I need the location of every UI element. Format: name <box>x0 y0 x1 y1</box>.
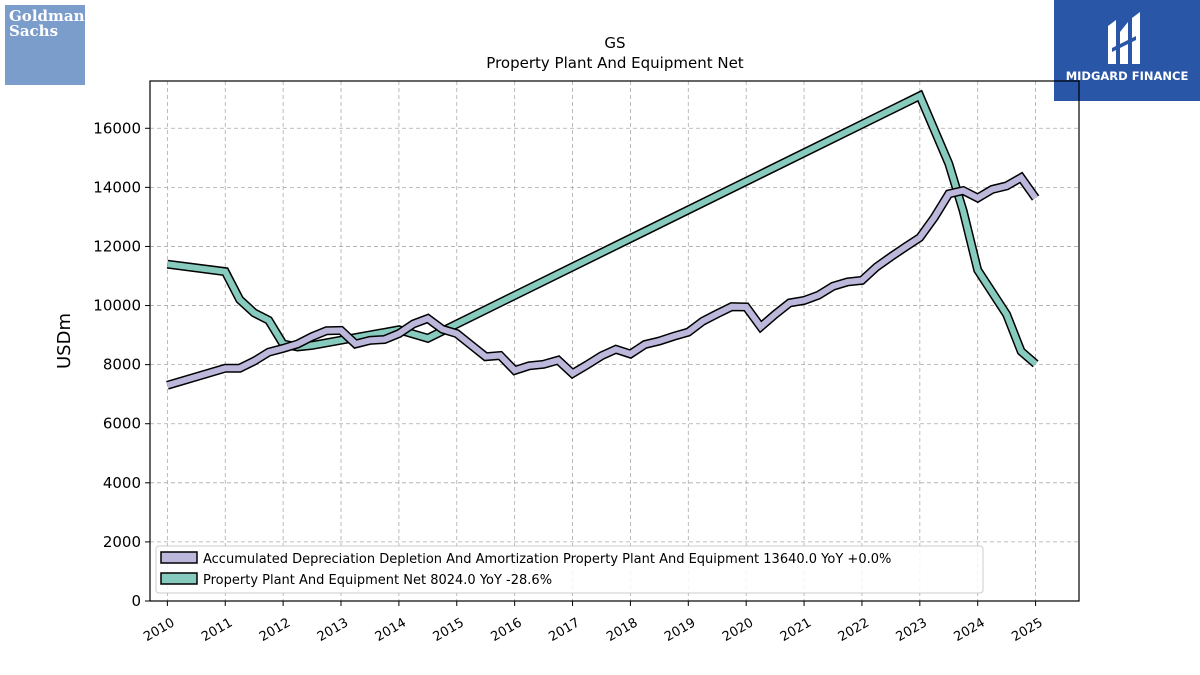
x-tick-label: 2011 <box>199 615 235 645</box>
y-tick-label: 16000 <box>93 119 141 137</box>
x-tick-label: 2019 <box>662 615 698 645</box>
legend-swatch-series-1 <box>160 572 198 585</box>
chart-title: GS <box>604 34 625 52</box>
x-tick-label: 2013 <box>315 615 351 645</box>
x-tick-label: 2021 <box>778 615 814 645</box>
legend-label-series-1: Property Plant And Equipment Net 8024.0 … <box>203 573 552 588</box>
y-ticks: 0 2000 4000 6000 8000 10000 12000 14000 16000 <box>93 119 150 610</box>
x-tick-label: 2025 <box>1009 615 1045 645</box>
x-tick-label: 2022 <box>836 615 872 645</box>
y-tick-label: 10000 <box>93 297 141 315</box>
y-tick-label: 6000 <box>103 415 141 433</box>
x-tick-label: 2014 <box>373 615 409 645</box>
x-tick-label: 2016 <box>488 615 524 645</box>
y-tick-label: 14000 <box>93 178 141 196</box>
x-tick-label: 2017 <box>546 615 582 645</box>
legend-label-series-0: Accumulated Depreciation Depletion And A… <box>203 552 891 567</box>
x-tick-label: 2018 <box>604 615 640 645</box>
x-tick-label: 2020 <box>720 615 756 645</box>
x-tick-label: 2015 <box>431 615 467 645</box>
series-1-line <box>167 91 1038 367</box>
series-0-line <box>166 173 1039 389</box>
legend: Accumulated Depreciation Depletion And A… <box>155 545 984 594</box>
y-tick-label: 12000 <box>93 237 141 255</box>
midgard-emblem-icon <box>1108 12 1140 64</box>
legend-box <box>155 545 984 594</box>
legend-swatch-series-0 <box>160 551 198 564</box>
x-tick-label: 2023 <box>894 615 930 645</box>
plot-frame <box>149 80 1080 602</box>
goldman-sachs-logo-text: Goldman Sachs <box>9 7 85 40</box>
series-1-line-outline <box>166 89 1039 368</box>
y-axis-label: USDm <box>54 313 75 369</box>
x-tick-label: 2024 <box>952 615 988 645</box>
goldman-sachs-logo: Goldman Sachs <box>5 5 85 85</box>
y-tick-label: 8000 <box>103 356 141 374</box>
chart-subtitle: Property Plant And Equipment Net <box>486 54 743 72</box>
x-ticks: 2010 2011 2012 2013 2014 2015 2016 2017 2018 2019… <box>141 601 1046 645</box>
y-tick-label: 0 <box>131 592 141 610</box>
y-tick-label: 2000 <box>103 533 141 551</box>
series-lines <box>166 89 1040 390</box>
x-tick-label: 2010 <box>141 615 177 645</box>
x-tick-label: 2012 <box>257 615 293 645</box>
y-tick-label: 4000 <box>103 474 141 492</box>
midgard-finance-logo-text: MIDGARD FINANCE <box>1065 69 1189 83</box>
midgard-finance-logo: MIDGARD FINANCE <box>1054 0 1200 101</box>
